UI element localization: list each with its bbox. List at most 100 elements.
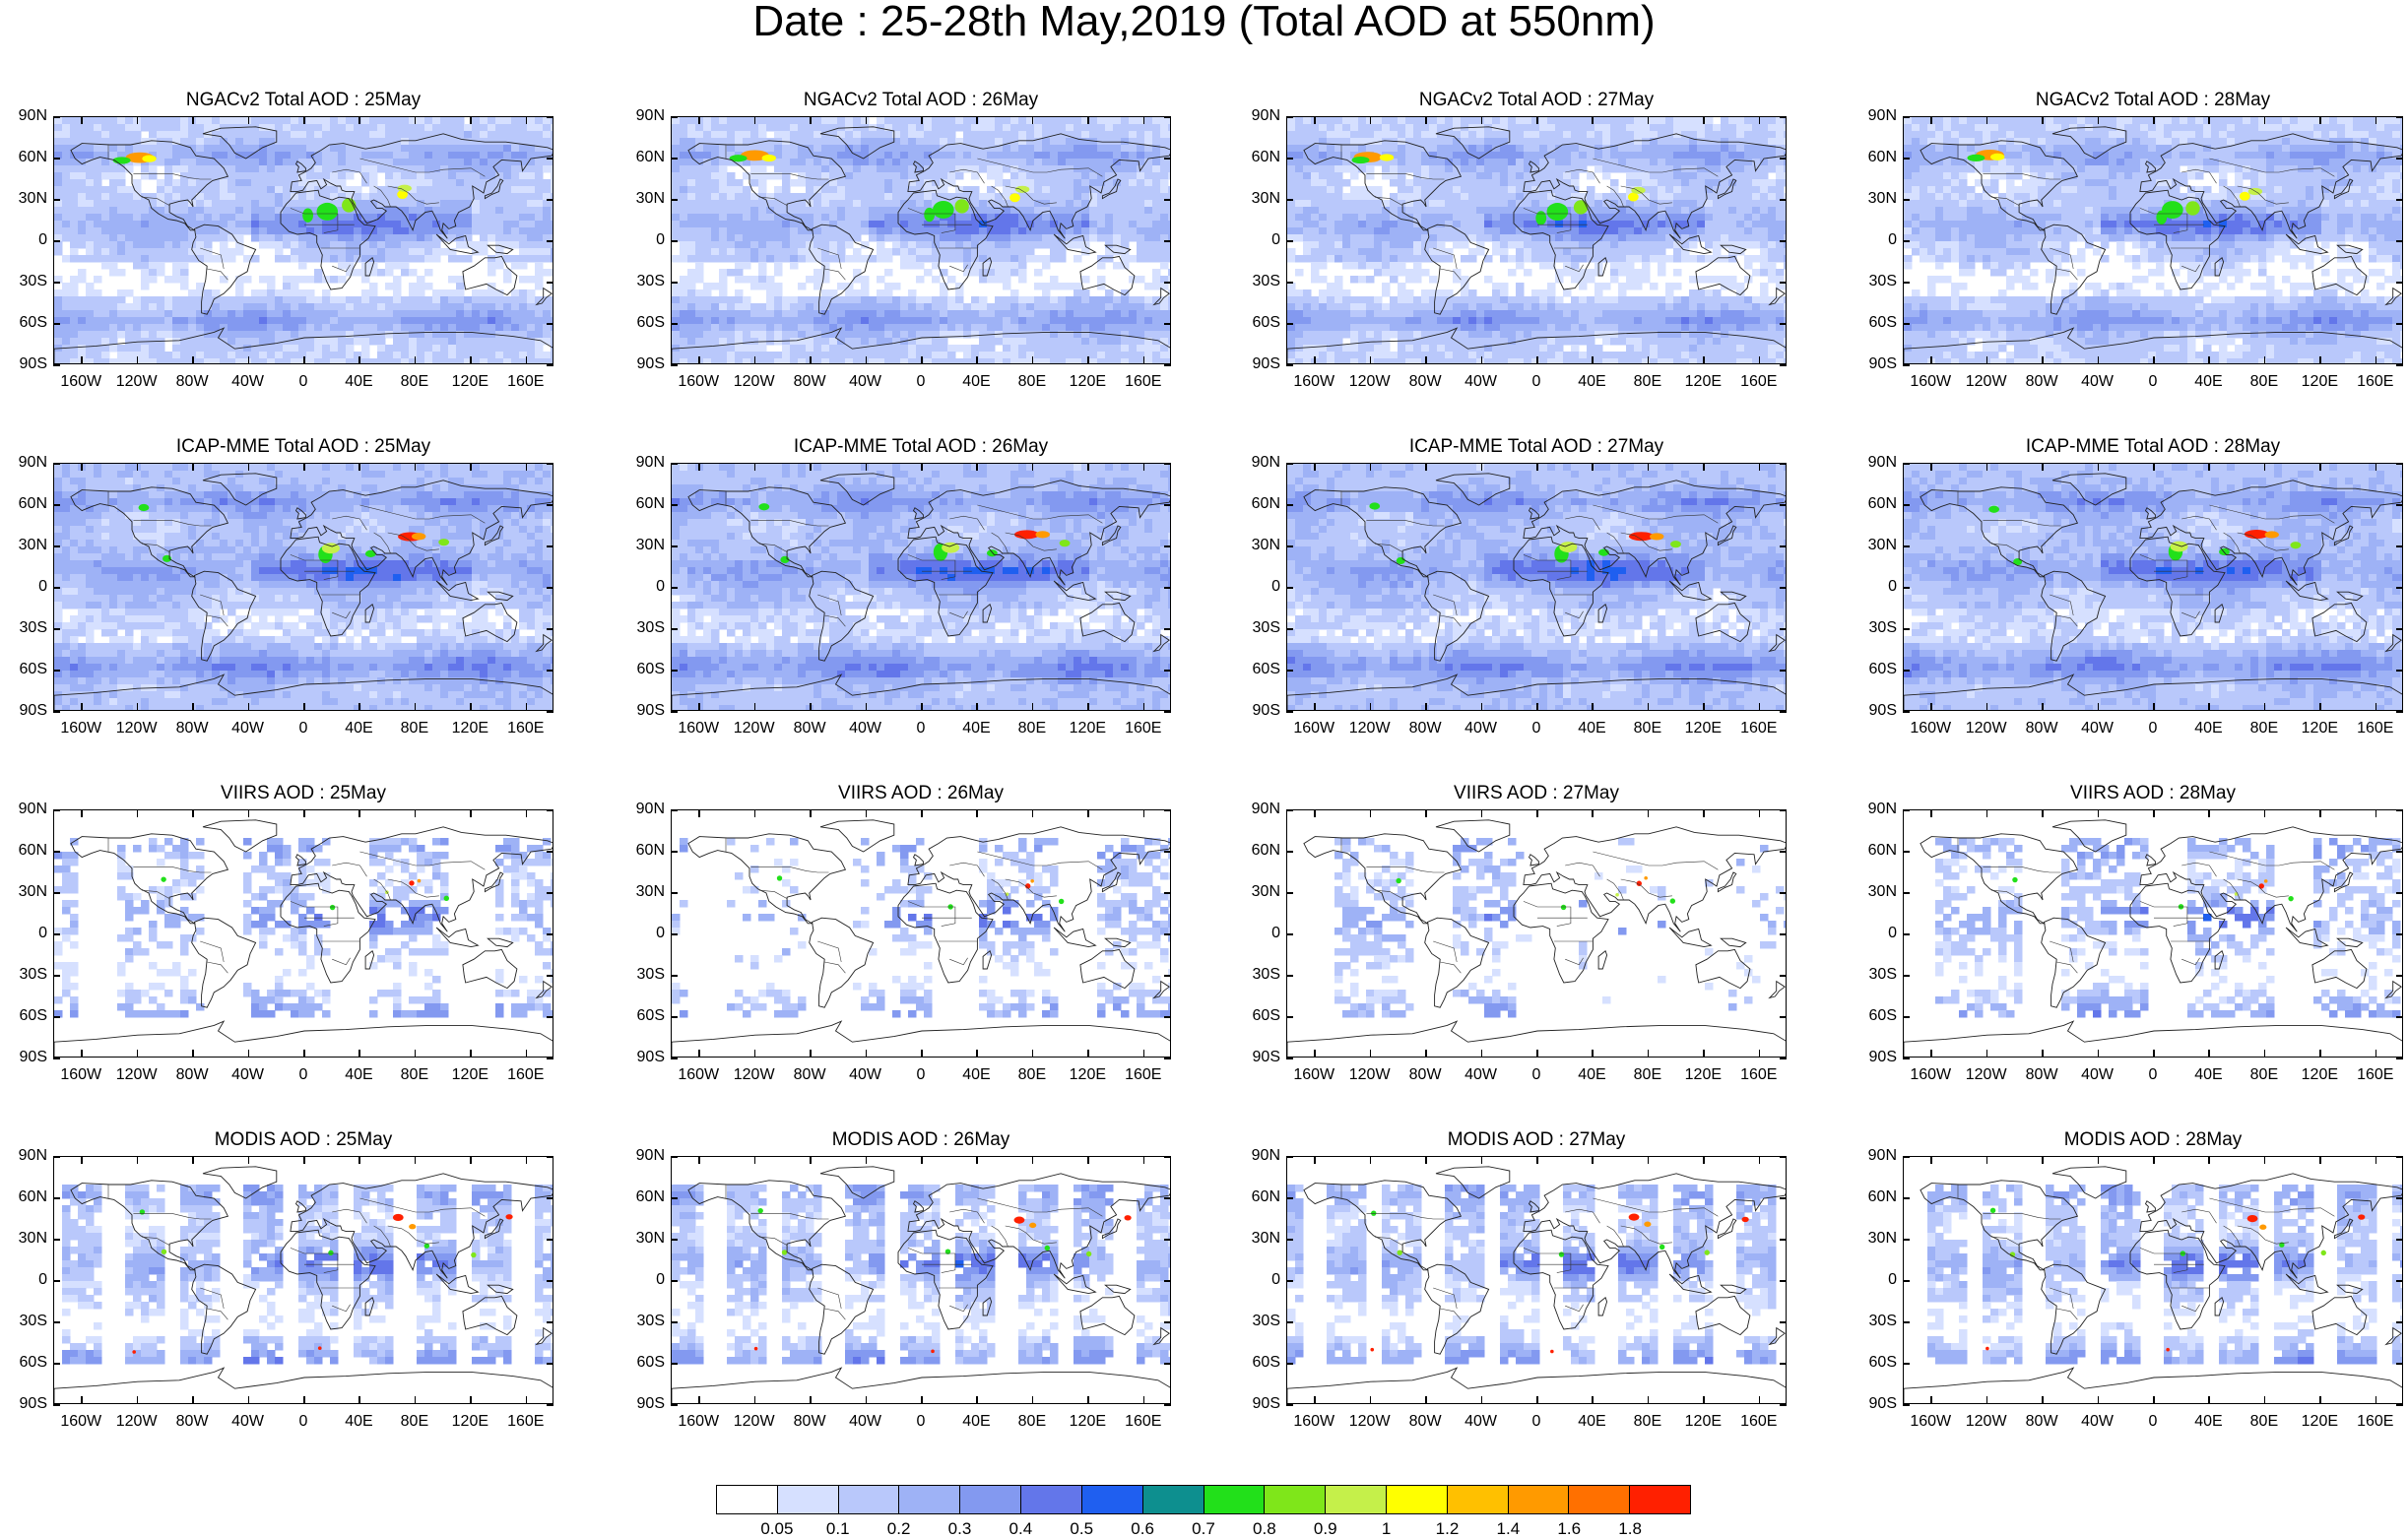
longitude-tick (2208, 809, 2210, 817)
coastline (487, 244, 514, 255)
coastline (54, 327, 553, 363)
longitude-tick-label: 120W (1966, 1067, 2007, 1083)
latitude-tick (1164, 1156, 1171, 1158)
aod-hotspot (1124, 1215, 1132, 1221)
longitude-tick (865, 356, 868, 364)
longitude-tick (2153, 809, 2155, 817)
longitude-tick (753, 116, 756, 124)
coastline (1920, 140, 2079, 231)
latitude-tick (671, 1156, 678, 1158)
longitude-tick (303, 1396, 305, 1404)
latitude-tick (1164, 1239, 1171, 1241)
longitude-tick (303, 703, 305, 711)
coastline (1717, 1218, 1737, 1240)
colorbar-label: 0.3 (948, 1520, 972, 1537)
aod-hotspot (2263, 879, 2268, 883)
aod-map (1904, 819, 2402, 1057)
country-border (1005, 532, 1057, 551)
aod-hotspot (161, 876, 166, 882)
latitude-tick (2396, 545, 2403, 547)
coastline (1079, 602, 1136, 643)
coastline (1720, 244, 1747, 255)
longitude-tick (81, 463, 83, 471)
longitude-tick (1592, 116, 1594, 124)
longitude-tick (358, 1156, 360, 1164)
coastline (1523, 1173, 1786, 1279)
latitude-tick (53, 240, 60, 242)
coastline (1668, 927, 1713, 948)
colorbar-swatch (1569, 1486, 1631, 1513)
longitude-tick-label: 120E (2302, 374, 2338, 390)
aod-hotspot (1628, 1213, 1640, 1221)
country-border (907, 1248, 956, 1273)
coastline (1528, 160, 1539, 173)
aod-hotspot (1369, 502, 1381, 510)
longitude-tick (1930, 1396, 1932, 1404)
latitude-tick (671, 1058, 678, 1059)
coastline (2285, 927, 2329, 948)
aod-hotspot (1650, 533, 1664, 541)
country-border (373, 1225, 391, 1248)
country-border (1366, 173, 1445, 180)
latitude-tick (1903, 1156, 1910, 1158)
longitude-tick (1592, 703, 1594, 711)
coastline (819, 1166, 895, 1199)
country-border (359, 851, 486, 870)
aod-map (54, 1166, 553, 1403)
longitude-tick (525, 1050, 528, 1058)
latitude-tick-label: 90N (1868, 1148, 1897, 1164)
country-border (2181, 264, 2200, 273)
longitude-tick (1703, 809, 1705, 817)
coastline (2214, 950, 2225, 970)
aod-hotspot (397, 184, 412, 192)
longitude-tick (810, 463, 812, 471)
latitude-tick (1780, 323, 1787, 325)
longitude-tick-label: 160E (1740, 1414, 1777, 1430)
coastline (2139, 826, 2402, 932)
longitude-tick (1087, 809, 1089, 817)
aod-hotspot (924, 207, 936, 223)
latitude-tick (1164, 323, 1171, 325)
coastline (1152, 980, 1170, 999)
latitude-tick (1164, 851, 1171, 853)
longitude-tick (358, 703, 360, 711)
latitude-tick (547, 1239, 553, 1241)
country-border (332, 264, 351, 273)
aod-hotspot (1085, 1250, 1092, 1257)
country-border (1565, 168, 1600, 184)
longitude-tick (2263, 356, 2266, 364)
colorbar-swatch (1508, 1486, 1570, 1513)
longitude-tick (1031, 1050, 1034, 1058)
colorbar-swatch (777, 1486, 839, 1513)
coastline (1597, 1297, 1608, 1316)
latitude-tick (53, 809, 60, 811)
coastline (1435, 819, 1511, 853)
country-border (141, 196, 170, 206)
longitude-tick (2319, 1156, 2321, 1164)
country-border (1983, 1213, 2061, 1220)
longitude-tick-label: 40W (1464, 1067, 1497, 1083)
coastline (819, 819, 895, 853)
map-plot-area (53, 1156, 553, 1404)
longitude-tick (192, 463, 194, 471)
country-border (1606, 878, 1624, 901)
longitude-tick (1758, 1396, 1761, 1404)
coastline (1303, 833, 1463, 925)
panel-title: ICAP-MME Total AOD : 26May (671, 437, 1171, 457)
latitude-tick (1164, 1197, 1171, 1199)
longitude-tick (1087, 1050, 1089, 1058)
country-border (2056, 268, 2078, 281)
coastline (1104, 937, 1132, 948)
aod-hotspot (2320, 1250, 2326, 1256)
longitude-tick (1930, 463, 1932, 471)
coastline (1104, 591, 1132, 602)
country-border (133, 520, 212, 527)
aod-hotspot (2246, 1214, 2258, 1223)
latitude-tick (2396, 711, 2403, 713)
map-plot-area (671, 463, 1171, 711)
longitude-tick-label: 80E (1634, 721, 1661, 737)
country-border (1523, 901, 1572, 927)
longitude-tick-label: 80W (176, 1414, 209, 1430)
coastline (2285, 580, 2329, 602)
aod-hotspot (1396, 877, 1401, 884)
